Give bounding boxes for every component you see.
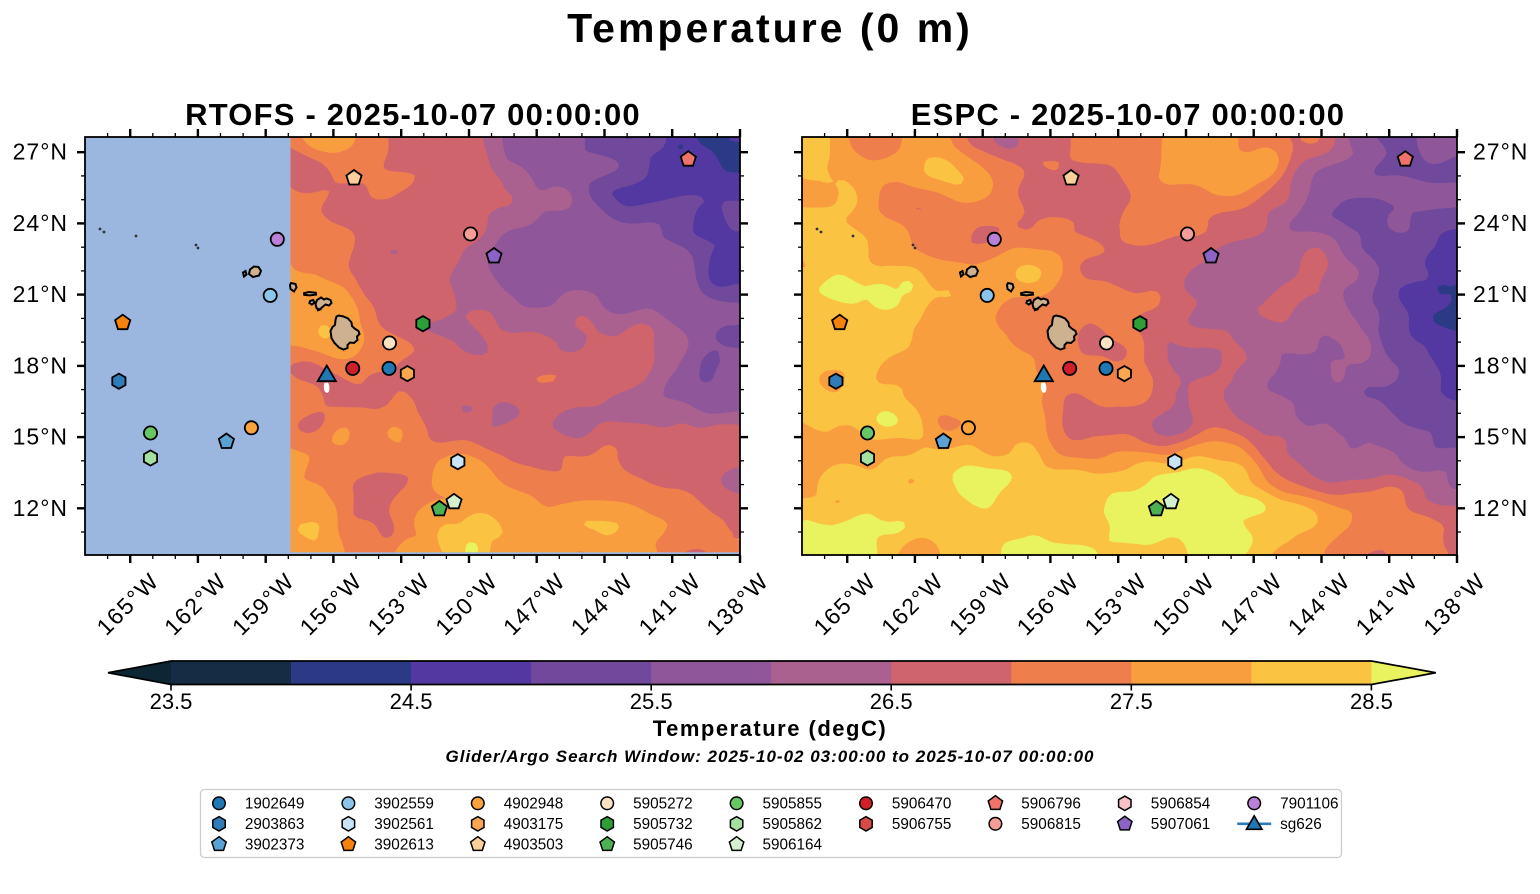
svg-text:5905746: 5905746: [633, 837, 693, 854]
svg-text:Temperature (0 m): Temperature (0 m): [567, 5, 973, 51]
svg-text:5906164: 5906164: [763, 837, 823, 854]
svg-text:21°N: 21°N: [13, 281, 68, 307]
svg-text:3902561: 3902561: [374, 816, 434, 833]
svg-text:15°N: 15°N: [1473, 424, 1528, 450]
svg-text:5906815: 5906815: [1021, 816, 1081, 833]
svg-text:3902613: 3902613: [374, 837, 434, 854]
svg-text:24°N: 24°N: [1473, 210, 1528, 236]
svg-text:5906796: 5906796: [1021, 796, 1081, 813]
svg-text:5906755: 5906755: [892, 816, 952, 833]
svg-text:4903175: 4903175: [504, 816, 564, 833]
svg-text:15°N: 15°N: [13, 424, 68, 450]
svg-text:24°N: 24°N: [13, 210, 68, 236]
svg-text:4902948: 4902948: [504, 796, 564, 813]
svg-text:25.5: 25.5: [630, 689, 673, 714]
svg-text:5906854: 5906854: [1151, 796, 1211, 813]
svg-text:Temperature (degC): Temperature (degC): [653, 716, 887, 741]
svg-text:18°N: 18°N: [1473, 352, 1528, 378]
svg-text:27°N: 27°N: [13, 139, 68, 165]
svg-text:ESPC - 2025-10-07 00:00:00: ESPC - 2025-10-07 00:00:00: [911, 97, 1345, 132]
svg-text:3902373: 3902373: [245, 837, 305, 854]
svg-text:Glider/Argo Search Window: 202: Glider/Argo Search Window: 2025-10-02 03…: [446, 747, 1095, 766]
svg-text:21°N: 21°N: [1473, 281, 1528, 307]
svg-text:1902649: 1902649: [245, 796, 305, 813]
svg-text:12°N: 12°N: [13, 495, 68, 521]
svg-text:sg626: sg626: [1280, 816, 1322, 833]
svg-text:28.5: 28.5: [1350, 689, 1393, 714]
svg-text:12°N: 12°N: [1473, 495, 1528, 521]
svg-text:5905862: 5905862: [763, 816, 823, 833]
svg-text:27°N: 27°N: [1473, 139, 1528, 165]
svg-text:2903863: 2903863: [245, 816, 305, 833]
svg-text:24.5: 24.5: [390, 689, 433, 714]
svg-text:23.5: 23.5: [150, 689, 193, 714]
svg-text:26.5: 26.5: [870, 689, 913, 714]
svg-text:3902559: 3902559: [374, 796, 434, 813]
svg-text:5906470: 5906470: [892, 796, 952, 813]
svg-text:5905272: 5905272: [633, 796, 693, 813]
svg-text:RTOFS - 2025-10-07 00:00:00: RTOFS - 2025-10-07 00:00:00: [185, 97, 641, 132]
svg-text:18°N: 18°N: [13, 352, 68, 378]
svg-text:5905855: 5905855: [763, 796, 823, 813]
svg-text:4903503: 4903503: [504, 837, 564, 854]
svg-text:7901106: 7901106: [1280, 796, 1338, 813]
svg-text:5905732: 5905732: [633, 816, 693, 833]
svg-text:27.5: 27.5: [1110, 689, 1153, 714]
svg-text:5907061: 5907061: [1151, 816, 1211, 833]
